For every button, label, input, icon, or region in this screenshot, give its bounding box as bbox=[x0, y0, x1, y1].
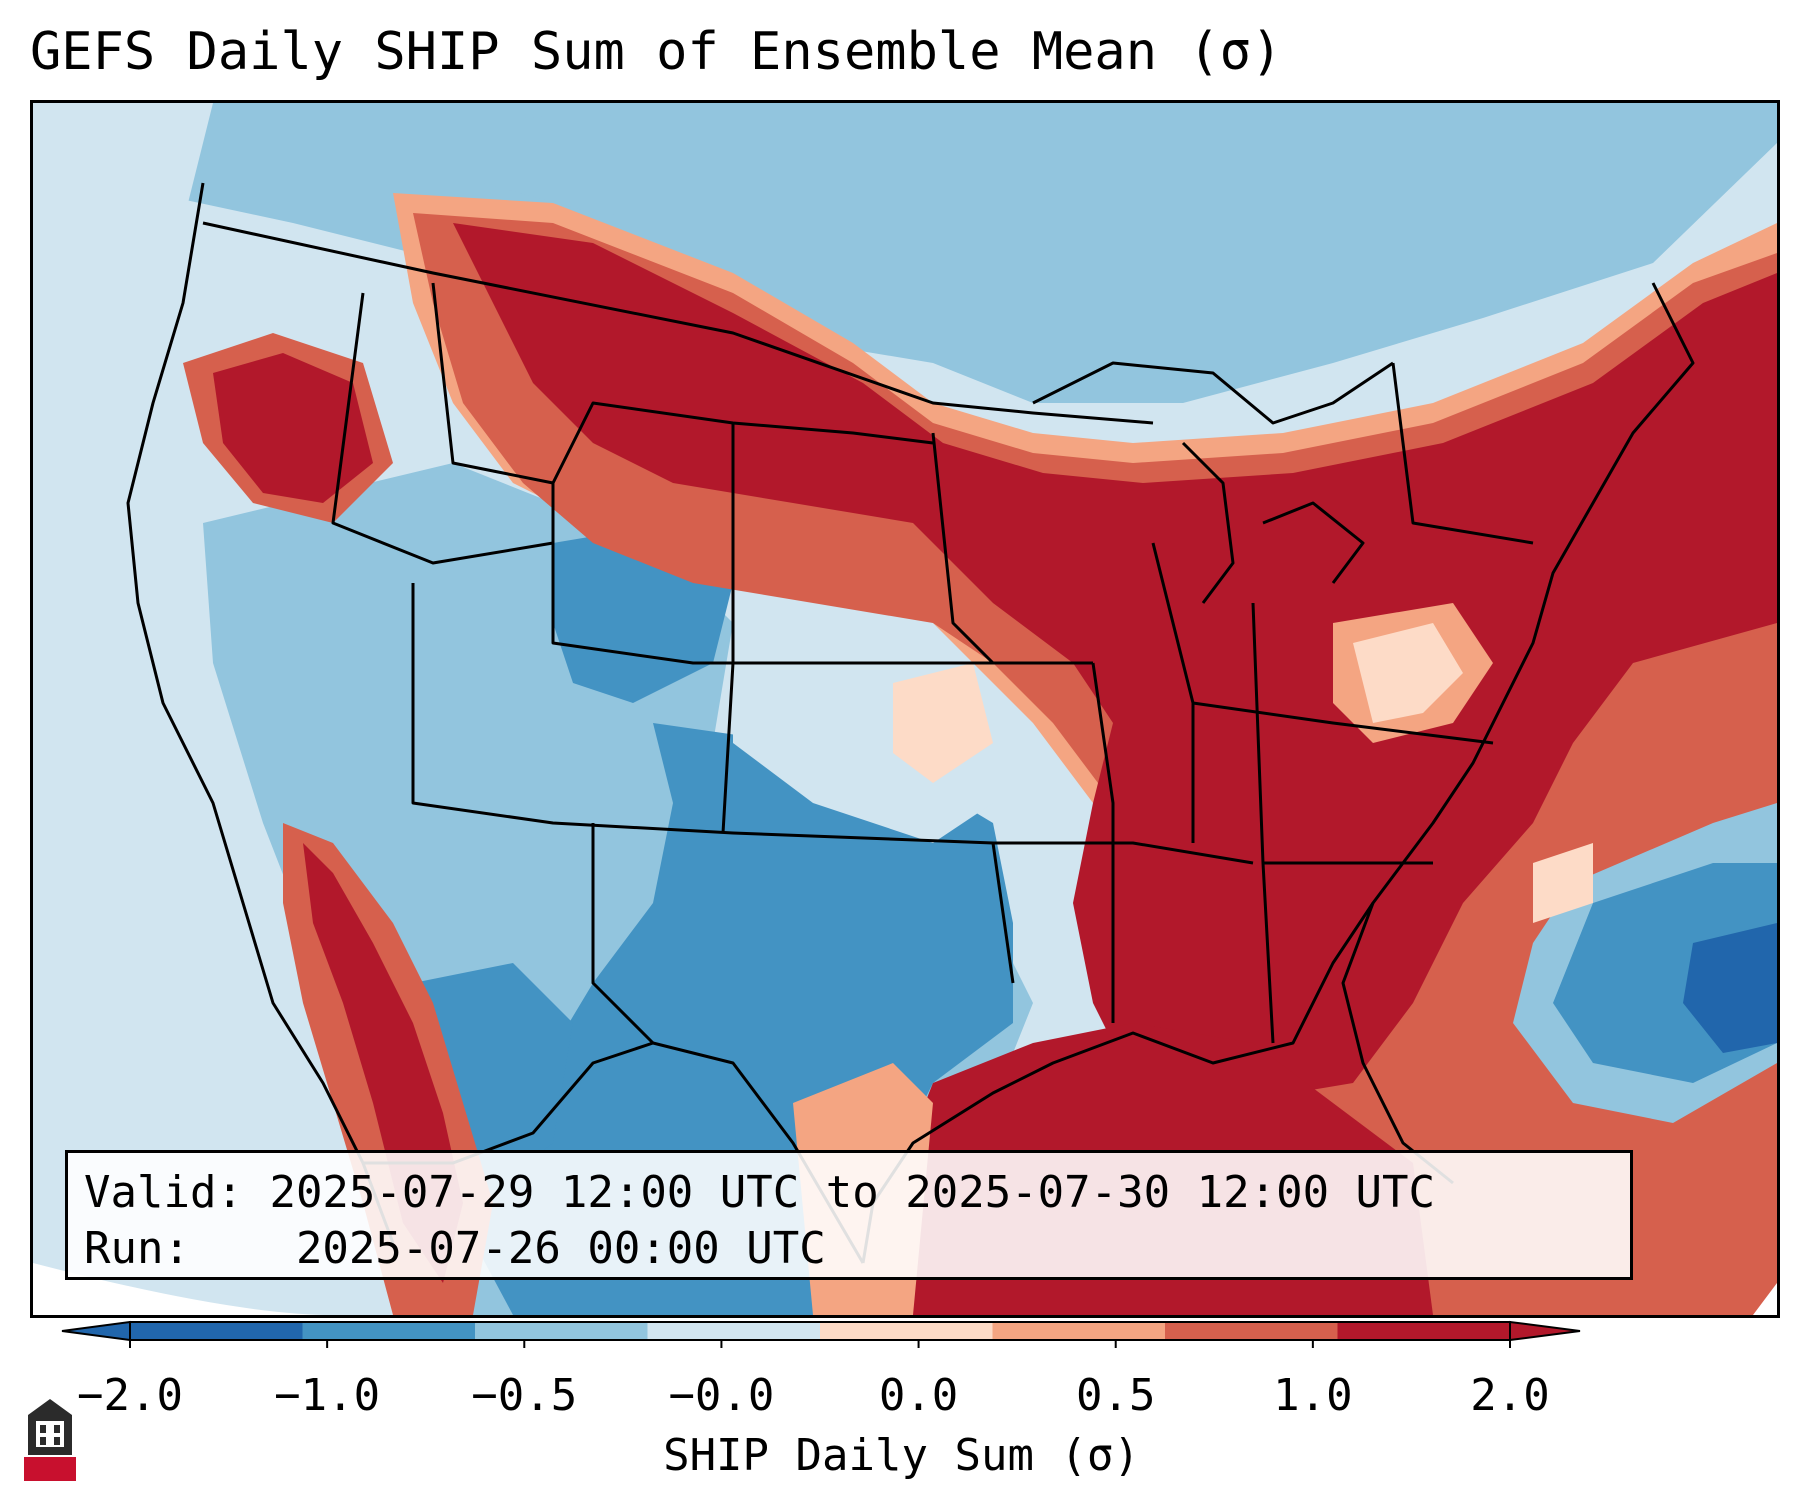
run-value: 2025-07-26 00:00 UTC bbox=[295, 1223, 826, 1274]
colorbar-segment bbox=[647, 1322, 821, 1340]
colorbar-tick-label: 0.0 bbox=[878, 1370, 959, 1421]
anomaly-map bbox=[33, 103, 1777, 1315]
valid-value: 2025-07-29 12:00 UTC to 2025-07-30 12:00… bbox=[269, 1167, 1436, 1218]
colorbar-tick-label: 2.0 bbox=[1470, 1370, 1550, 1421]
colorbar-segment bbox=[820, 1322, 993, 1340]
colorbar-segment bbox=[1337, 1322, 1511, 1340]
colorbar-tick-label: −0.5 bbox=[471, 1370, 578, 1421]
colorbar-segment bbox=[130, 1322, 303, 1340]
colorbar-extend-high bbox=[1509, 1320, 1581, 1342]
colorbar-label: SHIP Daily Sum (σ) bbox=[663, 1430, 1140, 1481]
colorbar-tick-label: −1.0 bbox=[274, 1370, 381, 1421]
colorbar-tick-label: −0.0 bbox=[668, 1370, 775, 1421]
colorbar-tick-label: 0.5 bbox=[1075, 1370, 1156, 1421]
map-title: GEFS Daily SHIP Sum of Ensemble Mean (σ) bbox=[30, 22, 1283, 82]
niu-logo bbox=[24, 1399, 76, 1481]
colorbar-segment bbox=[475, 1322, 648, 1340]
colorbar-tick-label: 1.0 bbox=[1273, 1370, 1353, 1421]
colorbar bbox=[61, 1320, 1581, 1348]
colorbar-segment bbox=[992, 1322, 1166, 1340]
map-panel bbox=[30, 100, 1780, 1318]
colorbar-extend-low bbox=[61, 1320, 131, 1342]
run-label: Run: bbox=[84, 1223, 190, 1274]
colorbar-segment bbox=[1165, 1322, 1338, 1340]
valid-label: Valid: bbox=[84, 1167, 243, 1218]
colorbar-segment bbox=[302, 1322, 476, 1340]
colorbar-tick-label: −2.0 bbox=[77, 1370, 183, 1421]
info-box: Valid: 2025-07-29 12:00 UTC to 2025-07-3… bbox=[65, 1150, 1633, 1280]
